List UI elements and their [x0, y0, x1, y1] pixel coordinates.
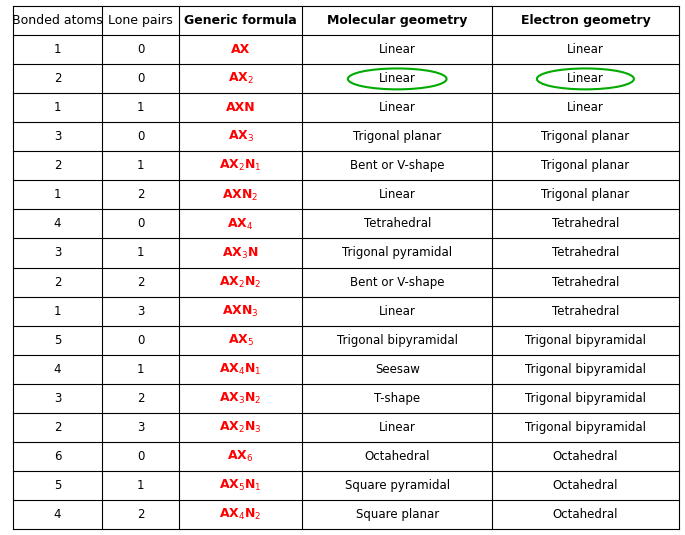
- Text: Octahedral: Octahedral: [364, 449, 430, 463]
- Text: 0: 0: [137, 72, 145, 86]
- Text: AX$_2$N$_2$: AX$_2$N$_2$: [219, 274, 262, 289]
- Text: Trigonal bipyramidal: Trigonal bipyramidal: [525, 333, 646, 347]
- Text: AX$_2$N$_1$: AX$_2$N$_1$: [219, 158, 262, 173]
- Text: Seesaw: Seesaw: [375, 363, 420, 376]
- Text: AX: AX: [231, 43, 250, 56]
- Text: Trigonal planar: Trigonal planar: [541, 131, 630, 143]
- Text: Square planar: Square planar: [356, 508, 439, 521]
- Text: AX$_4$N$_1$: AX$_4$N$_1$: [219, 362, 262, 377]
- Text: Linear: Linear: [567, 72, 604, 86]
- Text: Lone pairs: Lone pairs: [108, 14, 173, 27]
- Text: 4: 4: [53, 363, 61, 376]
- Text: Octahedral: Octahedral: [553, 508, 618, 521]
- Text: Bonded atoms: Bonded atoms: [12, 14, 103, 27]
- Text: Molecular geometry: Molecular geometry: [327, 14, 467, 27]
- Text: 1: 1: [137, 102, 145, 114]
- Text: AXN$_3$: AXN$_3$: [223, 303, 259, 318]
- Text: 5: 5: [54, 479, 61, 492]
- Text: AX$_3$: AX$_3$: [227, 129, 254, 144]
- Text: 3: 3: [137, 421, 145, 433]
- Text: 2: 2: [53, 72, 61, 86]
- Text: 0: 0: [137, 449, 145, 463]
- Text: Tetrahedral: Tetrahedral: [551, 276, 619, 288]
- Text: 1: 1: [53, 43, 61, 56]
- Text: AX$_4$: AX$_4$: [227, 217, 254, 232]
- Text: Linear: Linear: [567, 102, 604, 114]
- Text: 2: 2: [137, 392, 145, 404]
- Text: 3: 3: [54, 131, 61, 143]
- Text: 1: 1: [137, 247, 145, 259]
- Text: Tetrahedral: Tetrahedral: [551, 304, 619, 318]
- Text: AX$_5$N$_1$: AX$_5$N$_1$: [219, 478, 262, 493]
- Text: Bent or V-shape: Bent or V-shape: [350, 159, 445, 172]
- Text: Linear: Linear: [379, 188, 416, 202]
- Text: Tetrahedral: Tetrahedral: [551, 247, 619, 259]
- Text: 5: 5: [54, 333, 61, 347]
- Text: 2: 2: [53, 159, 61, 172]
- Text: Tetrahedral: Tetrahedral: [364, 217, 431, 231]
- Text: Tetrahedral: Tetrahedral: [551, 217, 619, 231]
- Text: Generic formula: Generic formula: [184, 14, 297, 27]
- Text: Octahedral: Octahedral: [553, 479, 618, 492]
- Text: AX$_5$: AX$_5$: [227, 332, 254, 348]
- Text: T-shape: T-shape: [374, 392, 421, 404]
- Text: Linear: Linear: [379, 304, 416, 318]
- Text: Trigonal planar: Trigonal planar: [541, 159, 630, 172]
- Text: 4: 4: [53, 217, 61, 231]
- Text: 4: 4: [53, 508, 61, 521]
- Text: 3: 3: [54, 392, 61, 404]
- Text: 1: 1: [137, 479, 145, 492]
- Text: 0: 0: [137, 217, 145, 231]
- Text: 1: 1: [137, 363, 145, 376]
- Text: 1: 1: [53, 188, 61, 202]
- Text: 3: 3: [137, 304, 145, 318]
- Text: 2: 2: [137, 276, 145, 288]
- Text: 1: 1: [53, 102, 61, 114]
- Text: Trigonal bipyramidal: Trigonal bipyramidal: [337, 333, 458, 347]
- Text: 2: 2: [53, 276, 61, 288]
- Text: Square pyramidal: Square pyramidal: [345, 479, 450, 492]
- Text: Trigonal bipyramidal: Trigonal bipyramidal: [525, 392, 646, 404]
- Text: Linear: Linear: [567, 43, 604, 56]
- Text: 3: 3: [54, 247, 61, 259]
- Text: Bent or V-shape: Bent or V-shape: [350, 276, 445, 288]
- Text: Trigonal planar: Trigonal planar: [353, 131, 441, 143]
- Text: 0: 0: [137, 333, 145, 347]
- Text: Octahedral: Octahedral: [553, 449, 618, 463]
- Text: AX$_2$: AX$_2$: [227, 71, 253, 87]
- Text: Linear: Linear: [379, 421, 416, 433]
- Text: Electron geometry: Electron geometry: [521, 14, 650, 27]
- Text: AX$_3$N$_2$: AX$_3$N$_2$: [219, 391, 262, 406]
- Text: AX$_2$N$_3$: AX$_2$N$_3$: [219, 419, 262, 434]
- Text: 6: 6: [53, 449, 61, 463]
- Text: 2: 2: [53, 421, 61, 433]
- Text: Trigonal pyramidal: Trigonal pyramidal: [342, 247, 452, 259]
- Text: Trigonal bipyramidal: Trigonal bipyramidal: [525, 363, 646, 376]
- Text: 2: 2: [137, 188, 145, 202]
- Text: 1: 1: [53, 304, 61, 318]
- Text: AXN$_2$: AXN$_2$: [223, 187, 259, 203]
- Text: Linear: Linear: [379, 43, 416, 56]
- Text: Linear: Linear: [379, 72, 416, 86]
- Text: Trigonal bipyramidal: Trigonal bipyramidal: [525, 421, 646, 433]
- Text: AX$_6$: AX$_6$: [227, 448, 254, 464]
- Text: AX$_3$N: AX$_3$N: [223, 246, 259, 261]
- Text: 0: 0: [137, 131, 145, 143]
- Text: Linear: Linear: [379, 102, 416, 114]
- Text: Trigonal planar: Trigonal planar: [541, 188, 630, 202]
- Text: AXN: AXN: [226, 102, 256, 114]
- Text: AX$_4$N$_2$: AX$_4$N$_2$: [219, 507, 262, 522]
- Text: 0: 0: [137, 43, 145, 56]
- Text: 1: 1: [137, 159, 145, 172]
- Text: 2: 2: [137, 508, 145, 521]
